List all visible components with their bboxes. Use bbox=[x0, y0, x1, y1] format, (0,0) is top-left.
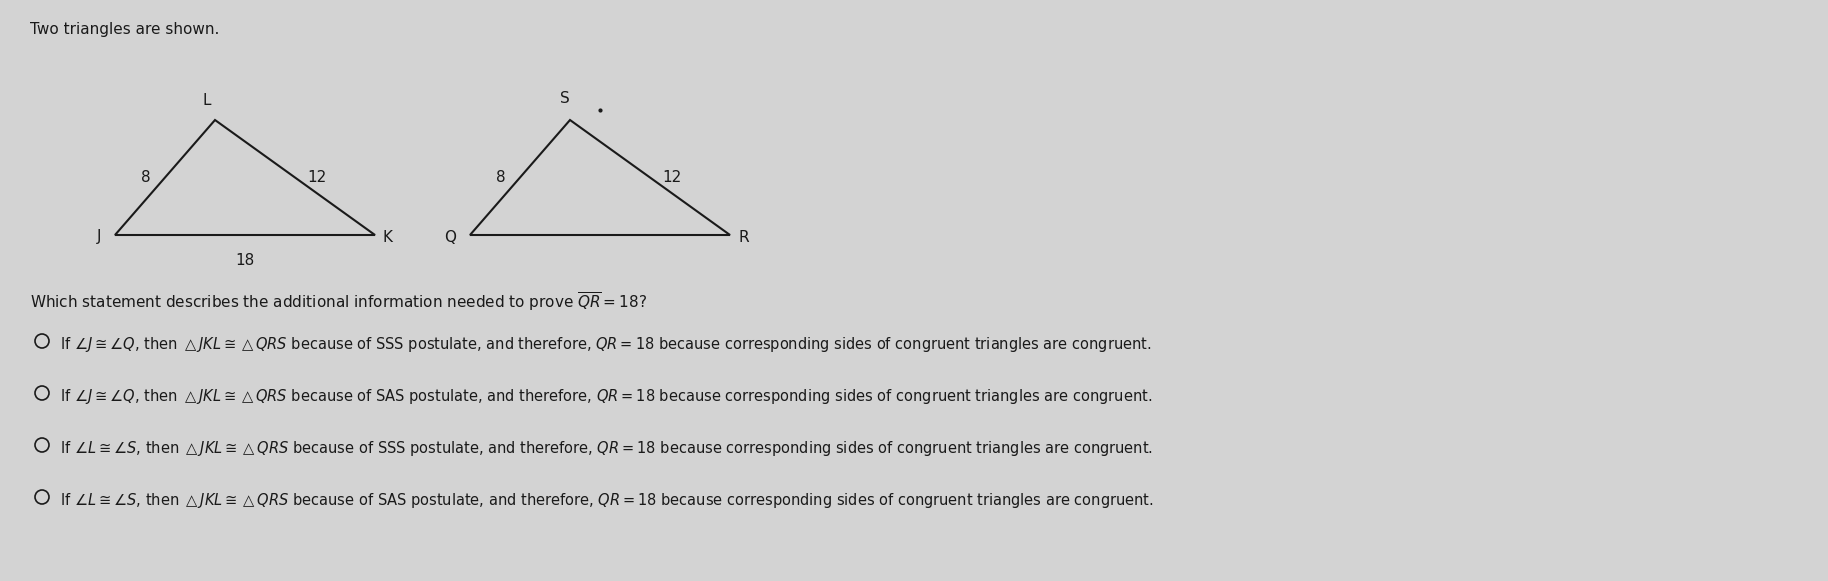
Text: Q: Q bbox=[444, 229, 455, 245]
Text: 12: 12 bbox=[307, 170, 325, 185]
Text: Two triangles are shown.: Two triangles are shown. bbox=[29, 22, 219, 37]
Text: S: S bbox=[559, 91, 570, 106]
Text: 8: 8 bbox=[497, 170, 506, 185]
Text: If $\angle L \cong \angle S$, then $\triangle JKL \cong \triangle QRS$ because o: If $\angle L \cong \angle S$, then $\tri… bbox=[60, 439, 1153, 458]
Text: 8: 8 bbox=[141, 170, 152, 185]
Text: R: R bbox=[739, 229, 749, 245]
Text: If $\angle J \cong \angle Q$, then $\triangle JKL \cong \triangle QRS$ because o: If $\angle J \cong \angle Q$, then $\tri… bbox=[60, 335, 1152, 354]
Text: 12: 12 bbox=[662, 170, 682, 185]
Text: If $\angle L \cong \angle S$, then $\triangle JKL \cong \triangle QRS$ because o: If $\angle L \cong \angle S$, then $\tri… bbox=[60, 491, 1153, 510]
Text: Which statement describes the additional information needed to prove $\overline{: Which statement describes the additional… bbox=[29, 290, 647, 313]
Text: 18: 18 bbox=[236, 253, 254, 268]
Text: L: L bbox=[203, 93, 212, 108]
Text: K: K bbox=[384, 229, 393, 245]
Text: If $\angle J \cong \angle Q$, then $\triangle JKL \cong \triangle QRS$ because o: If $\angle J \cong \angle Q$, then $\tri… bbox=[60, 387, 1152, 406]
Text: J: J bbox=[97, 229, 101, 245]
